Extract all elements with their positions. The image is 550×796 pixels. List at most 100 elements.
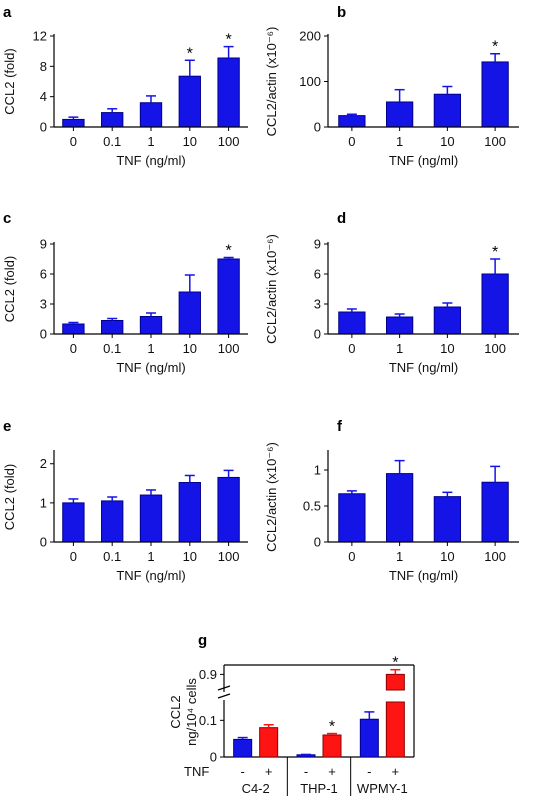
y-tick-label: 0 [40, 535, 47, 550]
y-tick-label: 2 [40, 456, 47, 471]
bar [259, 727, 279, 758]
bar [178, 482, 201, 543]
x-tick-label: 0 [70, 341, 77, 356]
bar [217, 476, 240, 543]
x-tick-label: 10 [440, 549, 454, 564]
tnf-sign-label: - [367, 764, 371, 779]
chart-d: d 0 1 10 * 100 0 3 6 9 TNF (ng/ml) CCL2/actin (x10⁻… [264, 210, 519, 375]
x-tick-label: 100 [218, 549, 240, 564]
y-axis-label: ng/10⁴ cells [184, 678, 199, 746]
bar [433, 496, 462, 543]
bar-upper-segment [385, 673, 405, 691]
y-tick-label: 0 [40, 120, 47, 135]
x-tick-label: 1 [147, 549, 154, 564]
x-axis-label: TNF (ng/ml) [389, 153, 458, 168]
y-tick-label: 4 [40, 89, 47, 104]
tnf-sign-label: + [328, 764, 336, 779]
group-label: C4-2 [242, 781, 270, 796]
bar [178, 75, 201, 128]
significance-star: * [392, 655, 398, 672]
significance-star: * [225, 243, 231, 260]
y-tick-label: 6 [314, 267, 321, 282]
axis-break-mark [217, 693, 231, 699]
axis-break-mark [217, 685, 231, 691]
bar [481, 273, 509, 335]
tnf-sign-label: + [392, 764, 400, 779]
chart-c: c 0 0.1 1 10 * 100 0 3 6 9 TNF (ng/ml) CCL2 (fold) [2, 210, 248, 375]
tnf-sign-label: - [240, 764, 244, 779]
y-tick-label: 0 [314, 535, 321, 550]
x-tick-label: 100 [484, 341, 506, 356]
bar [481, 481, 509, 543]
x-tick-label: 100 [484, 134, 506, 149]
y-tick-label: 3 [314, 297, 321, 312]
bar [385, 316, 414, 335]
y-axis-label: CCL2/actin (x10⁻⁶) [264, 234, 279, 344]
panel-label-c: c [3, 210, 11, 227]
bar [338, 115, 366, 128]
y-axis-label: CCL2 (fold) [2, 256, 17, 322]
y-tick-label: 0 [314, 120, 321, 135]
panel-label-d: d [337, 210, 346, 227]
tnf-sign-label: + [265, 764, 273, 779]
panel-label-f: f [337, 418, 343, 435]
bar [233, 738, 253, 758]
bar [338, 493, 366, 543]
x-tick-label: 0 [348, 549, 355, 564]
bar [217, 258, 240, 335]
bar [62, 118, 85, 128]
y-tick-label: 8 [40, 59, 47, 74]
panel-label-a: a [3, 4, 12, 21]
bar [385, 101, 414, 128]
x-tick-label: 0.1 [103, 341, 121, 356]
y-axis-label: CCL2 (fold) [2, 464, 17, 530]
x-axis-label: TNF (ng/ml) [116, 153, 185, 168]
x-tick-label: 0.1 [103, 549, 121, 564]
x-tick-label: 100 [218, 134, 240, 149]
bar [101, 500, 124, 543]
x-axis-label: TNF (ng/ml) [389, 568, 458, 583]
bar [338, 311, 366, 335]
significance-star: * [187, 45, 193, 62]
bar [62, 323, 85, 335]
y-tick-label: 0 [40, 327, 47, 342]
y-tick-label: 0.5 [303, 499, 321, 514]
bar [178, 291, 201, 335]
x-tick-label: 10 [183, 341, 197, 356]
panel-label-g: g [198, 632, 207, 649]
bar [385, 473, 414, 543]
x-tick-label: 0 [70, 549, 77, 564]
group-label: WPMY-1 [357, 781, 408, 796]
significance-star: * [492, 39, 498, 56]
chart-e: e 0 0.1 1 10 100 0 1 2 TNF (ng/ml) CCL2 (fold) [2, 418, 248, 583]
panel-label-e: e [3, 418, 11, 435]
x-tick-label: 100 [218, 341, 240, 356]
x-tick-label: 1 [147, 341, 154, 356]
chart-g: g 0 0.1 0.9 CCL2 ng/10⁴ cells - + C4-2 - * + THP-1 - *… [168, 632, 415, 796]
group-label: THP-1 [300, 781, 338, 796]
tnf-row-label: TNF [184, 764, 209, 779]
chart-a: a 0 0.1 1 * 10 * 100 0 4 8 12 TNF (ng/ml) CCL2 (fold) [2, 4, 248, 168]
y-tick-label: 0.1 [199, 713, 217, 728]
significance-star: * [492, 244, 498, 261]
chart-b: b 0 1 10 * 100 0 100 200 TNF (ng/ml) CCL2/actin (x… [264, 4, 519, 168]
x-tick-label: 0 [70, 134, 77, 149]
y-tick-label: 1 [40, 495, 47, 510]
x-tick-label: 10 [440, 341, 454, 356]
y-axis-label: CCL2 (fold) [2, 48, 17, 114]
bar [433, 93, 462, 128]
significance-star: * [225, 32, 231, 49]
x-tick-label: 1 [396, 134, 403, 149]
y-tick-label: 9 [314, 237, 321, 252]
bar [217, 57, 240, 128]
x-tick-label: 10 [440, 134, 454, 149]
x-tick-label: 0 [348, 134, 355, 149]
bar [385, 701, 405, 758]
x-tick-label: 0 [348, 341, 355, 356]
x-tick-label: 10 [183, 134, 197, 149]
bar [359, 718, 379, 758]
significance-star: * [329, 719, 335, 736]
y-axis-label: CCL2/actin (x10⁻⁶) [264, 442, 279, 552]
y-tick-label: 3 [40, 297, 47, 312]
y-tick-label: 0 [210, 750, 217, 765]
